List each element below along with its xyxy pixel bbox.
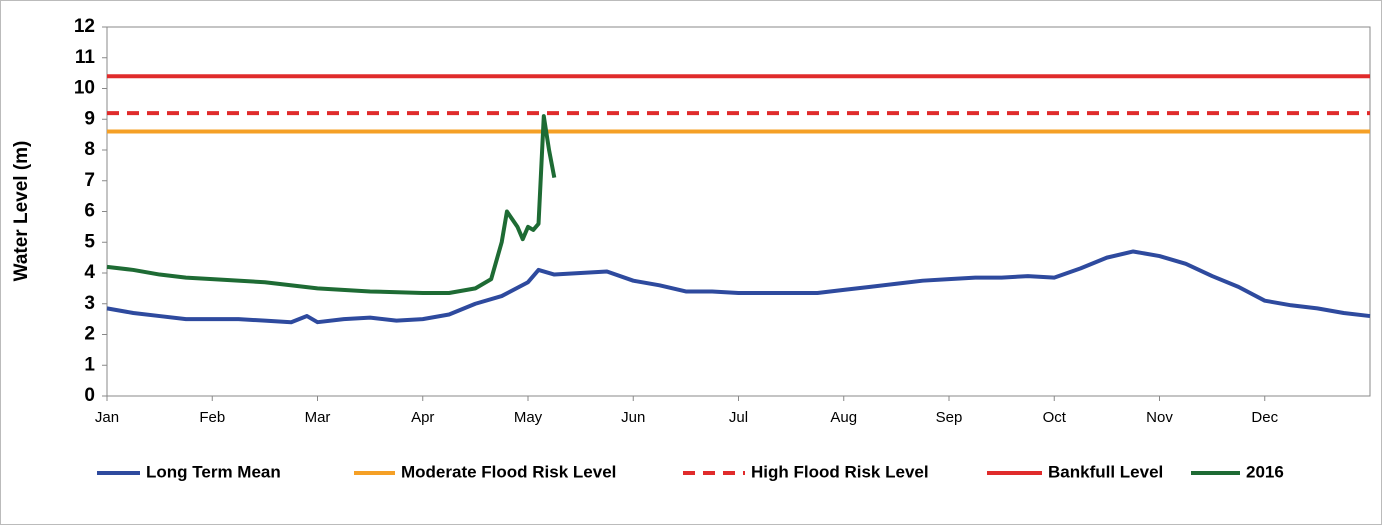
y-tick-label: 0 <box>84 385 95 406</box>
y-tick-label: 7 <box>84 170 95 191</box>
x-tick-label: Jun <box>621 409 645 426</box>
y-tick-label: 5 <box>84 231 95 252</box>
legend-label: Moderate Flood Risk Level <box>401 462 616 481</box>
x-tick-label: Aug <box>830 409 857 426</box>
y-axis-label: Water Level (m) <box>11 141 32 282</box>
legend-label: High Flood Risk Level <box>751 462 929 481</box>
x-tick-label: Apr <box>411 409 434 426</box>
y-tick-label: 12 <box>74 16 95 37</box>
y-tick-label: 2 <box>84 324 95 345</box>
y-tick-label: 10 <box>74 78 95 99</box>
y-tick-label: 6 <box>84 201 95 222</box>
x-tick-label: Sep <box>936 409 963 426</box>
legend-label: Long Term Mean <box>146 462 281 481</box>
x-tick-label: Feb <box>199 409 225 426</box>
y-tick-label: 3 <box>84 293 95 314</box>
y-tick-label: 1 <box>84 354 95 375</box>
series-line <box>106 114 557 295</box>
y-tick-label: 11 <box>75 47 96 68</box>
x-tick-label: Nov <box>1146 409 1173 426</box>
y-tick-label: 9 <box>84 108 95 129</box>
x-tick-label: Jul <box>729 409 748 426</box>
legend-label: 2016 <box>1246 462 1284 481</box>
y-tick-label: 4 <box>84 262 95 283</box>
x-tick-label: Oct <box>1043 409 1067 426</box>
x-tick-label: Dec <box>1251 409 1278 426</box>
x-tick-label: May <box>514 409 543 426</box>
legend-label: Bankfull Level <box>1048 462 1163 481</box>
x-tick-label: Mar <box>305 409 331 426</box>
series-line <box>106 249 1371 325</box>
x-tick-label: Jan <box>95 409 119 426</box>
y-tick-label: 8 <box>84 139 95 160</box>
